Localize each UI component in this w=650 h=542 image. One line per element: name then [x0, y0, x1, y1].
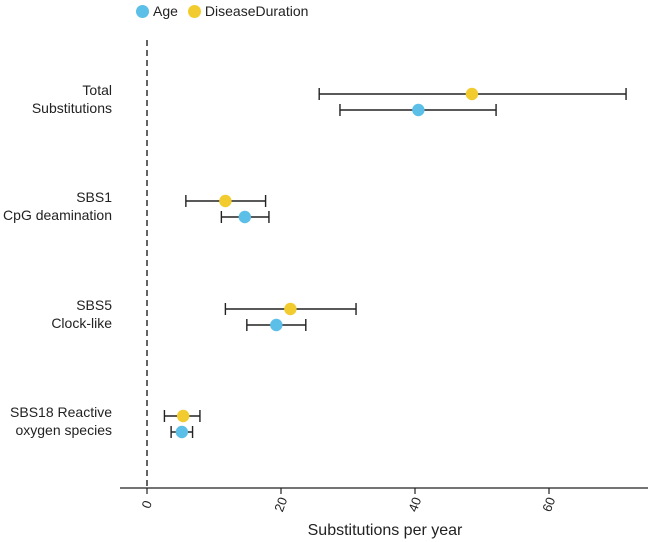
- point-1-age: [238, 210, 252, 224]
- point-1-disease-duration: [219, 194, 232, 208]
- legend-swatch-age: [136, 4, 149, 18]
- x-tick-label-40: 40: [405, 495, 424, 514]
- category-label-0-line-1: Substitutions: [32, 100, 112, 116]
- legend-label-disease-duration: DiseaseDuration: [204, 3, 309, 19]
- legend-swatch-disease-duration: [187, 4, 201, 18]
- category-label-2-line-0: SBS5: [76, 297, 112, 313]
- category-label-0-line-0: Total: [82, 82, 112, 98]
- point-0-disease-duration: [465, 87, 479, 101]
- point-3-age: [175, 425, 189, 439]
- category-label-1-line-1: CpG deamination: [3, 207, 112, 223]
- category-label-2-line-1: Clock-like: [51, 315, 112, 331]
- point-0-age: [412, 103, 425, 117]
- legend-label-age: Age: [153, 3, 178, 19]
- x-tick-label-60: 60: [539, 495, 558, 514]
- category-label-1-line-0: SBS1: [76, 189, 112, 205]
- point-2-age: [270, 318, 283, 332]
- x-axis-title: Substitutions per year: [308, 522, 463, 539]
- category-label-3-line-1: oxygen species: [15, 422, 112, 438]
- legend-item-disease-duration: DiseaseDuration: [187, 3, 309, 19]
- legend-item-age: Age: [136, 3, 178, 19]
- category-label-3-line-0: SBS18 Reactive: [10, 404, 112, 420]
- point-3-disease-duration: [176, 409, 190, 423]
- x-tick-label-0: 0: [138, 498, 155, 510]
- point-2-disease-duration: [284, 302, 297, 316]
- x-tick-label-20: 20: [271, 495, 290, 514]
- legend: Age DiseaseDuration: [136, 2, 318, 20]
